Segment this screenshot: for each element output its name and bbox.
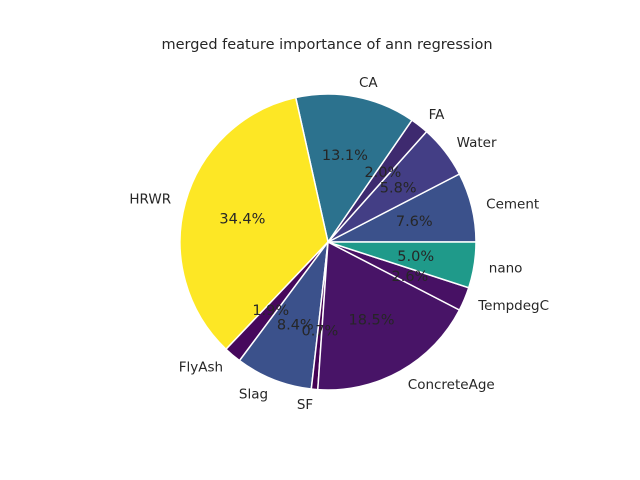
pie-slice-concreteage (316, 240, 461, 391)
slice-percent-concreteage: 18.5% (348, 312, 394, 328)
slice-label-cement: Cement (486, 196, 539, 212)
slice-label-ca: CA (359, 75, 378, 91)
slice-label-slag: Slag (239, 386, 268, 402)
slice-percent-water: 5.8% (380, 181, 417, 197)
slice-percent-nano: 5.0% (397, 249, 434, 265)
slice-percent-cement: 7.6% (396, 214, 433, 230)
pie-labels: Cement Water FA CA HRWR FlyAsh Slag SF ConcreteA… (129, 75, 549, 413)
slice-label-tempdegc: TempdegC (477, 298, 549, 314)
slice-percent-hrwr: 34.4% (219, 211, 265, 227)
slice-label-nano: nano (489, 260, 523, 276)
slice-percent-slag: 8.4% (277, 318, 314, 334)
slice-label-flyash: FlyAsh (179, 359, 223, 375)
slice-percent-ca: 13.1% (322, 148, 368, 164)
pie-slice-nano (327, 241, 477, 289)
slice-percent-sf: 0.7% (301, 323, 338, 339)
slice-label-water: Water (457, 135, 497, 151)
slice-label-concreteage: ConcreteAge (408, 377, 495, 393)
chart-title: merged feature importance of ann regress… (161, 37, 492, 53)
slice-percent-flyash: 1.9% (252, 303, 289, 319)
pie-percent-labels: 7.6% 5.8%2.0%13.1% 34.4% 1.9%8.4%0.7% 18.5% 2… (219, 148, 434, 340)
slice-label-hrwr: HRWR (129, 192, 171, 208)
slice-label-fa: FA (429, 107, 446, 123)
pie-slice-ca (294, 93, 413, 244)
pie-slices (179, 93, 477, 391)
pie-slice-hrwr (179, 96, 329, 351)
slice-percent-tempdegc: 2.6% (392, 269, 429, 285)
slice-label-sf: SF (297, 397, 313, 413)
slice-percent-fa: 2.0% (364, 165, 401, 181)
